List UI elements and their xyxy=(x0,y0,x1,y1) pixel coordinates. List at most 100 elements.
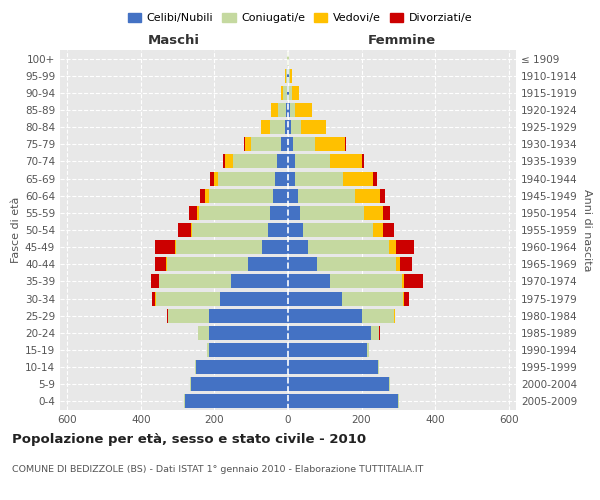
Bar xyxy=(288,360,378,374)
Bar xyxy=(288,258,317,272)
Bar xyxy=(277,154,288,168)
Y-axis label: Anni di nascita: Anni di nascita xyxy=(582,188,592,271)
Bar xyxy=(288,188,298,202)
Bar xyxy=(197,206,199,220)
Bar xyxy=(166,258,167,272)
Bar xyxy=(278,103,286,117)
Bar xyxy=(355,188,380,202)
Bar xyxy=(209,343,288,357)
Bar xyxy=(248,258,288,272)
Bar xyxy=(288,292,343,306)
Bar xyxy=(288,206,300,220)
Bar xyxy=(383,223,394,237)
Bar xyxy=(262,240,288,254)
Bar xyxy=(367,343,369,357)
Bar xyxy=(288,378,389,392)
Bar xyxy=(281,138,288,151)
Bar xyxy=(223,154,226,168)
Bar xyxy=(288,240,308,254)
Bar xyxy=(233,154,277,168)
Bar xyxy=(209,308,288,322)
Bar xyxy=(167,308,168,322)
Bar xyxy=(400,258,412,272)
Bar xyxy=(151,274,158,288)
Bar xyxy=(291,120,301,134)
Bar xyxy=(271,206,288,220)
Bar xyxy=(288,120,291,134)
Bar xyxy=(287,68,288,82)
Bar xyxy=(245,138,251,151)
Bar xyxy=(168,308,169,322)
Bar xyxy=(315,138,346,151)
Bar xyxy=(209,188,273,202)
Bar xyxy=(287,86,288,100)
Bar xyxy=(288,138,293,151)
Bar xyxy=(343,292,403,306)
Bar xyxy=(288,326,371,340)
Bar xyxy=(343,172,373,185)
Bar xyxy=(159,274,231,288)
Bar xyxy=(288,86,289,100)
Bar xyxy=(402,274,404,288)
Bar xyxy=(362,154,364,168)
Bar xyxy=(210,172,214,185)
Bar xyxy=(289,68,290,82)
Bar xyxy=(268,223,288,237)
Y-axis label: Fasce di età: Fasce di età xyxy=(11,197,21,263)
Bar xyxy=(275,172,288,185)
Bar xyxy=(283,86,287,100)
Bar xyxy=(288,223,304,237)
Bar xyxy=(184,394,185,408)
Text: Popolazione per età, sesso e stato civile - 2010: Popolazione per età, sesso e stato civil… xyxy=(12,432,366,446)
Bar xyxy=(200,188,205,202)
Bar xyxy=(300,206,364,220)
Bar xyxy=(185,394,288,408)
Bar xyxy=(207,343,209,357)
Bar xyxy=(288,154,295,168)
Bar xyxy=(394,308,395,322)
Bar xyxy=(396,240,414,254)
Bar xyxy=(330,274,402,288)
Bar xyxy=(176,240,262,254)
Bar xyxy=(295,154,329,168)
Bar xyxy=(293,138,315,151)
Text: COMUNE DI BEDIZZOLE (BS) - Dati ISTAT 1° gennaio 2010 - Elaborazione TUTTITALIA.: COMUNE DI BEDIZZOLE (BS) - Dati ISTAT 1°… xyxy=(12,466,424,474)
Bar xyxy=(271,120,285,134)
Bar xyxy=(281,86,283,100)
Bar xyxy=(214,172,218,185)
Bar xyxy=(152,292,155,306)
Bar xyxy=(284,68,286,82)
Bar xyxy=(298,188,355,202)
Bar xyxy=(286,103,288,117)
Bar xyxy=(317,258,396,272)
Bar xyxy=(178,223,191,237)
Bar xyxy=(285,120,288,134)
Bar xyxy=(190,378,191,392)
Bar xyxy=(251,138,281,151)
Bar xyxy=(288,68,289,82)
Bar xyxy=(196,360,288,374)
Bar xyxy=(373,172,377,185)
Bar xyxy=(244,138,245,151)
Bar xyxy=(220,292,288,306)
Bar xyxy=(155,258,166,272)
Bar xyxy=(362,308,394,322)
Bar xyxy=(403,292,404,306)
Bar xyxy=(273,188,288,202)
Bar xyxy=(191,378,288,392)
Bar xyxy=(193,223,268,237)
Bar xyxy=(290,68,292,82)
Bar xyxy=(389,240,396,254)
Bar xyxy=(308,240,389,254)
Bar xyxy=(209,326,288,340)
Bar xyxy=(295,172,343,185)
Bar xyxy=(288,394,398,408)
Bar xyxy=(231,274,288,288)
Bar xyxy=(289,86,292,100)
Bar xyxy=(378,360,379,374)
Bar xyxy=(329,154,362,168)
Bar xyxy=(295,103,312,117)
Bar xyxy=(292,86,299,100)
Bar xyxy=(155,240,175,254)
Bar xyxy=(288,343,367,357)
